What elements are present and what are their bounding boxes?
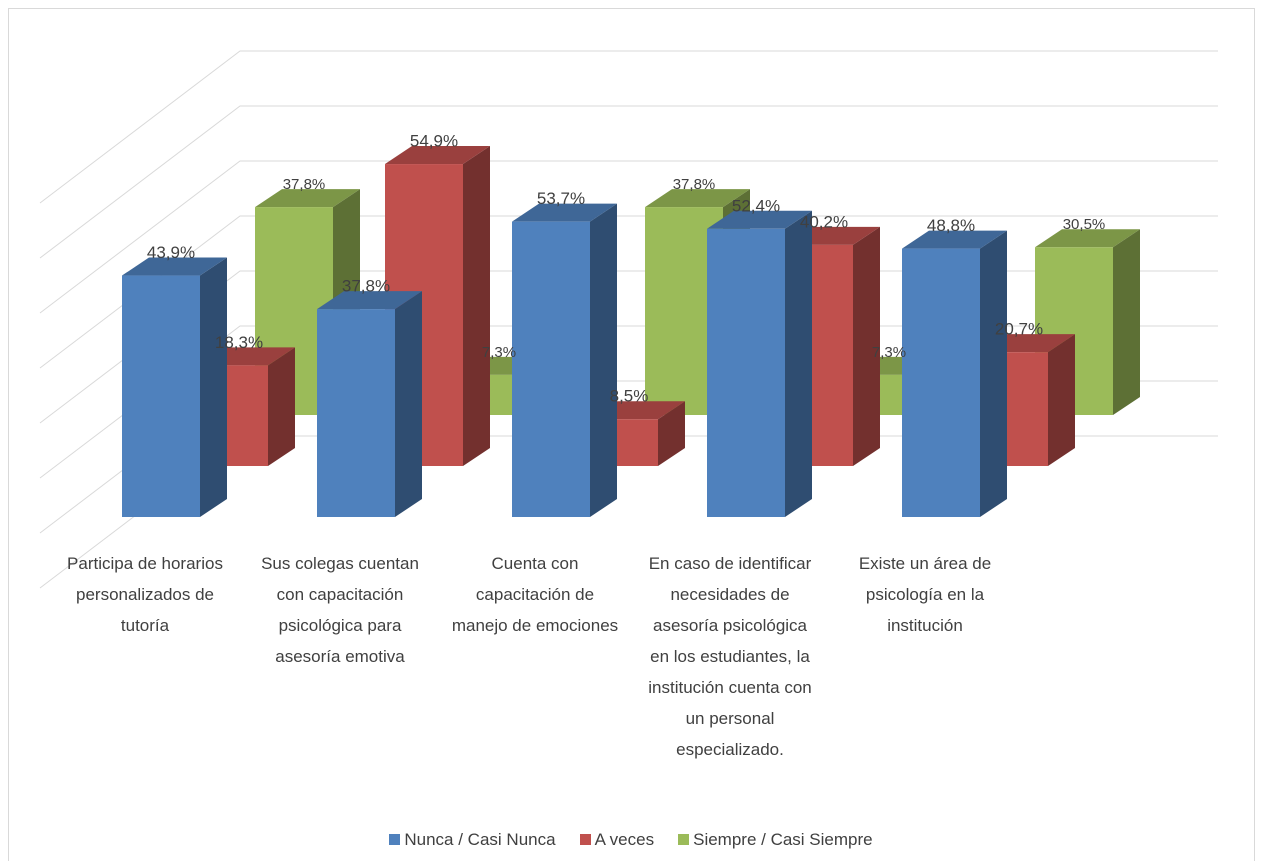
- grid-line: [39, 215, 1218, 369]
- data-label: 18,3%: [215, 333, 263, 352]
- legend: Nunca / Casi Nunca A veces Siempre / Casi …: [0, 830, 1262, 850]
- grid-line: [39, 325, 1218, 479]
- chart-border: [8, 8, 1255, 861]
- bar-front: [317, 309, 395, 517]
- data-label: 30,5%: [1063, 216, 1106, 233]
- grid-line: [39, 50, 1218, 204]
- legend-item: Siempre / Casi Siempre: [678, 830, 873, 850]
- bar-top: [512, 203, 617, 222]
- grid-line: [39, 160, 1218, 314]
- bar-side: [395, 291, 422, 517]
- data-label: 43,9%: [147, 243, 195, 262]
- bar-top: [385, 146, 490, 165]
- grid-line: [39, 105, 1218, 259]
- bar: [902, 230, 1007, 517]
- bar-side: [590, 203, 617, 517]
- bar-top: [317, 291, 422, 310]
- bar-top: [122, 257, 227, 276]
- legend-item: A veces: [579, 830, 655, 850]
- x-tick-label: Existe un área de psicología en la insti…: [858, 554, 992, 635]
- bar: [317, 291, 422, 517]
- x-tick-label: En caso de identificar necesidades de as…: [648, 554, 812, 759]
- bar-front: [902, 248, 980, 517]
- legend-label: Siempre / Casi Siempre: [693, 830, 873, 849]
- data-label: 8,5%: [610, 387, 649, 406]
- legend-item: Nunca / Casi Nunca: [389, 830, 556, 850]
- bar: [512, 203, 617, 517]
- bar-top: [707, 210, 812, 229]
- bar-side: [463, 146, 490, 467]
- data-label: 7,3%: [482, 344, 516, 361]
- bar-side: [658, 401, 685, 466]
- legend-label: A veces: [594, 830, 655, 849]
- bar-side: [1048, 334, 1075, 466]
- data-label: 54,9%: [410, 132, 458, 151]
- bar: [122, 257, 227, 517]
- data-label: 52,4%: [732, 196, 780, 215]
- bar-side: [785, 210, 812, 518]
- bar-top: [645, 189, 750, 208]
- bar-side: [200, 257, 227, 517]
- legend-swatch: [389, 834, 401, 845]
- x-tick-label: Participa de horarios personalizados de …: [67, 554, 223, 635]
- bar-front: [122, 275, 200, 517]
- data-label: 53,7%: [537, 189, 585, 208]
- legend-swatch: [579, 834, 591, 845]
- data-label: 37,8%: [283, 176, 326, 193]
- bar-side: [268, 347, 295, 466]
- data-label: 37,8%: [342, 277, 390, 296]
- bar-front: [707, 228, 785, 518]
- bar-front: [512, 221, 590, 517]
- legend-label: Nunca / Casi Nunca: [404, 830, 556, 849]
- bar-top: [1035, 229, 1140, 248]
- bar-side: [1113, 229, 1140, 415]
- data-label: 40,2%: [800, 212, 848, 231]
- x-tick-label: Cuenta con capacitación de manejo de emo…: [451, 554, 619, 635]
- bar-side: [980, 230, 1007, 517]
- grid-line: [39, 270, 1218, 424]
- data-label: 7,3%: [872, 344, 906, 361]
- bar-top: [255, 189, 360, 208]
- bar-top: [902, 230, 1007, 249]
- data-label: 37,8%: [673, 176, 716, 193]
- legend-swatch: [678, 834, 690, 845]
- bar-side: [853, 226, 880, 466]
- data-label: 48,8%: [927, 216, 975, 235]
- bar: [707, 210, 812, 518]
- x-tick-label: Sus colegas cuentan con capacitación psi…: [261, 554, 419, 666]
- data-label: 20,7%: [995, 320, 1043, 339]
